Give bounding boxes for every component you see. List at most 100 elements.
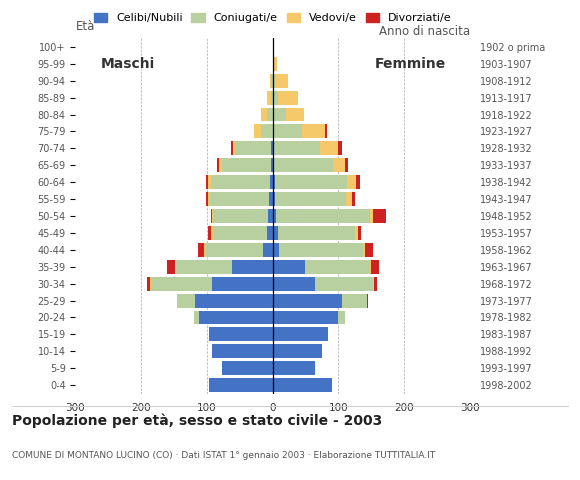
- Text: COMUNE DI MONTANO LUCINO (CO) · Dati ISTAT 1° gennaio 2003 · Elaborazione TUTTIT: COMUNE DI MONTANO LUCINO (CO) · Dati IST…: [12, 451, 435, 460]
- Bar: [273, 142, 274, 155]
- Bar: [356, 175, 360, 189]
- Bar: [367, 294, 368, 308]
- Bar: [273, 277, 316, 290]
- Bar: [230, 142, 233, 155]
- Bar: [347, 175, 356, 189]
- Bar: [271, 91, 273, 105]
- Bar: [195, 294, 273, 308]
- Bar: [273, 57, 274, 71]
- Bar: [205, 243, 263, 257]
- Bar: [261, 124, 273, 138]
- Bar: [270, 74, 271, 88]
- Bar: [273, 361, 316, 375]
- Bar: [168, 260, 175, 274]
- Bar: [373, 277, 374, 290]
- Bar: [270, 175, 273, 189]
- Bar: [276, 209, 370, 223]
- Bar: [219, 158, 222, 172]
- Bar: [338, 142, 342, 155]
- Bar: [371, 260, 379, 274]
- Bar: [273, 108, 286, 121]
- Bar: [205, 192, 208, 206]
- Bar: [273, 327, 328, 341]
- Bar: [356, 226, 358, 240]
- Legend: Celibi/Nubili, Coniugati/e, Vedovi/e, Divorziati/e: Celibi/Nubili, Coniugati/e, Vedovi/e, Di…: [89, 9, 456, 28]
- Bar: [212, 226, 213, 240]
- Text: Maschi: Maschi: [101, 57, 155, 71]
- Bar: [208, 175, 211, 189]
- Bar: [325, 124, 327, 138]
- Bar: [271, 158, 273, 172]
- Bar: [276, 74, 288, 88]
- Bar: [204, 243, 205, 257]
- Bar: [147, 277, 150, 290]
- Bar: [320, 142, 338, 155]
- Bar: [274, 175, 347, 189]
- Bar: [273, 378, 332, 392]
- Bar: [271, 74, 273, 88]
- Bar: [209, 378, 273, 392]
- Bar: [210, 192, 269, 206]
- Bar: [274, 142, 320, 155]
- Bar: [273, 209, 276, 223]
- Bar: [261, 108, 267, 121]
- Bar: [273, 124, 302, 138]
- Bar: [306, 260, 370, 274]
- Bar: [346, 192, 352, 206]
- Bar: [212, 209, 213, 223]
- Bar: [365, 243, 372, 257]
- Bar: [273, 243, 279, 257]
- Bar: [213, 209, 268, 223]
- Bar: [273, 294, 342, 308]
- Bar: [269, 192, 273, 206]
- Bar: [218, 158, 219, 172]
- Bar: [199, 311, 273, 324]
- Bar: [254, 124, 261, 138]
- Bar: [194, 311, 199, 324]
- Text: Popolazione per età, sesso e stato civile - 2003: Popolazione per età, sesso e stato civil…: [12, 413, 382, 428]
- Bar: [273, 91, 278, 105]
- Bar: [212, 344, 273, 358]
- Bar: [273, 311, 338, 324]
- Text: Femmine: Femmine: [375, 57, 446, 71]
- Bar: [211, 175, 270, 189]
- Bar: [222, 361, 273, 375]
- Bar: [286, 108, 304, 121]
- Bar: [279, 243, 363, 257]
- Bar: [271, 142, 273, 155]
- Bar: [342, 294, 367, 308]
- Bar: [302, 124, 325, 138]
- Bar: [358, 226, 361, 240]
- Bar: [345, 158, 347, 172]
- Bar: [150, 277, 151, 290]
- Bar: [235, 142, 271, 155]
- Text: Anno di nascita: Anno di nascita: [379, 25, 470, 38]
- Bar: [206, 175, 208, 189]
- Bar: [208, 192, 210, 206]
- Bar: [211, 209, 212, 223]
- Bar: [177, 294, 195, 308]
- Bar: [363, 243, 365, 257]
- Bar: [278, 226, 356, 240]
- Bar: [278, 91, 298, 105]
- Bar: [273, 192, 275, 206]
- Bar: [316, 277, 373, 290]
- Bar: [338, 311, 345, 324]
- Bar: [151, 277, 212, 290]
- Bar: [263, 243, 273, 257]
- Bar: [175, 260, 176, 274]
- Bar: [273, 175, 274, 189]
- Bar: [198, 243, 204, 257]
- Bar: [209, 327, 273, 341]
- Bar: [233, 142, 235, 155]
- Bar: [370, 260, 371, 274]
- Bar: [208, 226, 212, 240]
- Bar: [267, 108, 273, 121]
- Bar: [370, 209, 372, 223]
- Bar: [333, 158, 345, 172]
- Bar: [274, 158, 333, 172]
- Bar: [232, 260, 273, 274]
- Bar: [274, 57, 277, 71]
- Bar: [273, 158, 274, 172]
- Bar: [267, 226, 273, 240]
